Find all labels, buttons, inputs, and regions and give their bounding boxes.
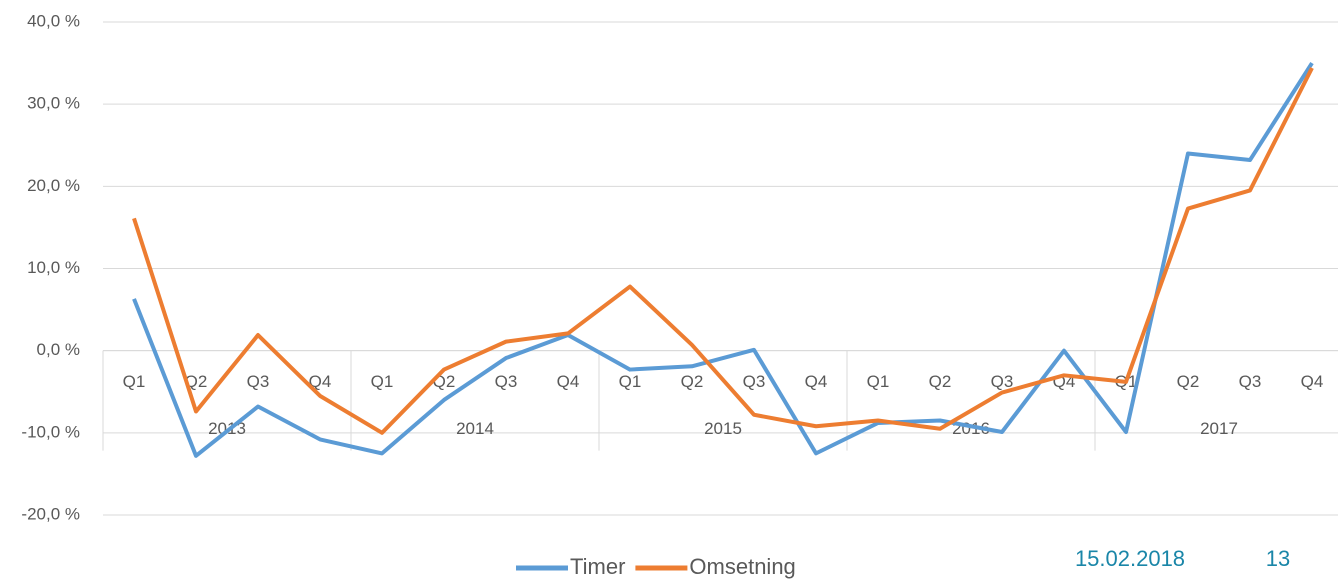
x-tick-label: Q1 xyxy=(123,372,146,391)
x-tick-label: Q2 xyxy=(929,372,952,391)
x-tick-label: Q4 xyxy=(309,372,332,391)
x-tick-label: Q2 xyxy=(681,372,704,391)
y-tick-label: 0,0 % xyxy=(37,340,80,359)
y-tick-label: 20,0 % xyxy=(27,176,80,195)
group-label: 2017 xyxy=(1200,419,1238,438)
x-tick-label: Q4 xyxy=(805,372,828,391)
x-tick-label: Q3 xyxy=(495,372,518,391)
footer-date: 15.02.2018 xyxy=(1075,546,1185,571)
y-tick-label: 30,0 % xyxy=(27,94,80,113)
y-tick-label: 40,0 % xyxy=(27,11,80,30)
x-tick-label: Q2 xyxy=(1177,372,1200,391)
x-tick-label: Q1 xyxy=(371,372,394,391)
x-tick-label: Q3 xyxy=(1239,372,1262,391)
y-tick-label: -10,0 % xyxy=(21,422,80,441)
series-line xyxy=(132,62,1314,458)
x-tick-label: Q3 xyxy=(743,372,766,391)
x-tick-label: Q4 xyxy=(557,372,580,391)
legend-label: Timer xyxy=(570,554,625,579)
x-tick-label: Q3 xyxy=(991,372,1014,391)
group-label: 2014 xyxy=(456,419,494,438)
y-tick-label: 10,0 % xyxy=(27,258,80,277)
x-tick-label: Q1 xyxy=(619,372,642,391)
x-tick-label: Q3 xyxy=(247,372,270,391)
y-tick-label: -20,0 % xyxy=(21,504,80,523)
x-tick-label: Q1 xyxy=(867,372,890,391)
legend-label: Omsetning xyxy=(689,554,795,579)
footer-page: 13 xyxy=(1266,546,1290,571)
group-label: 2015 xyxy=(704,419,742,438)
x-tick-label: Q4 xyxy=(1301,372,1324,391)
x-tick-label: Q2 xyxy=(185,372,208,391)
series-line xyxy=(132,67,1314,435)
